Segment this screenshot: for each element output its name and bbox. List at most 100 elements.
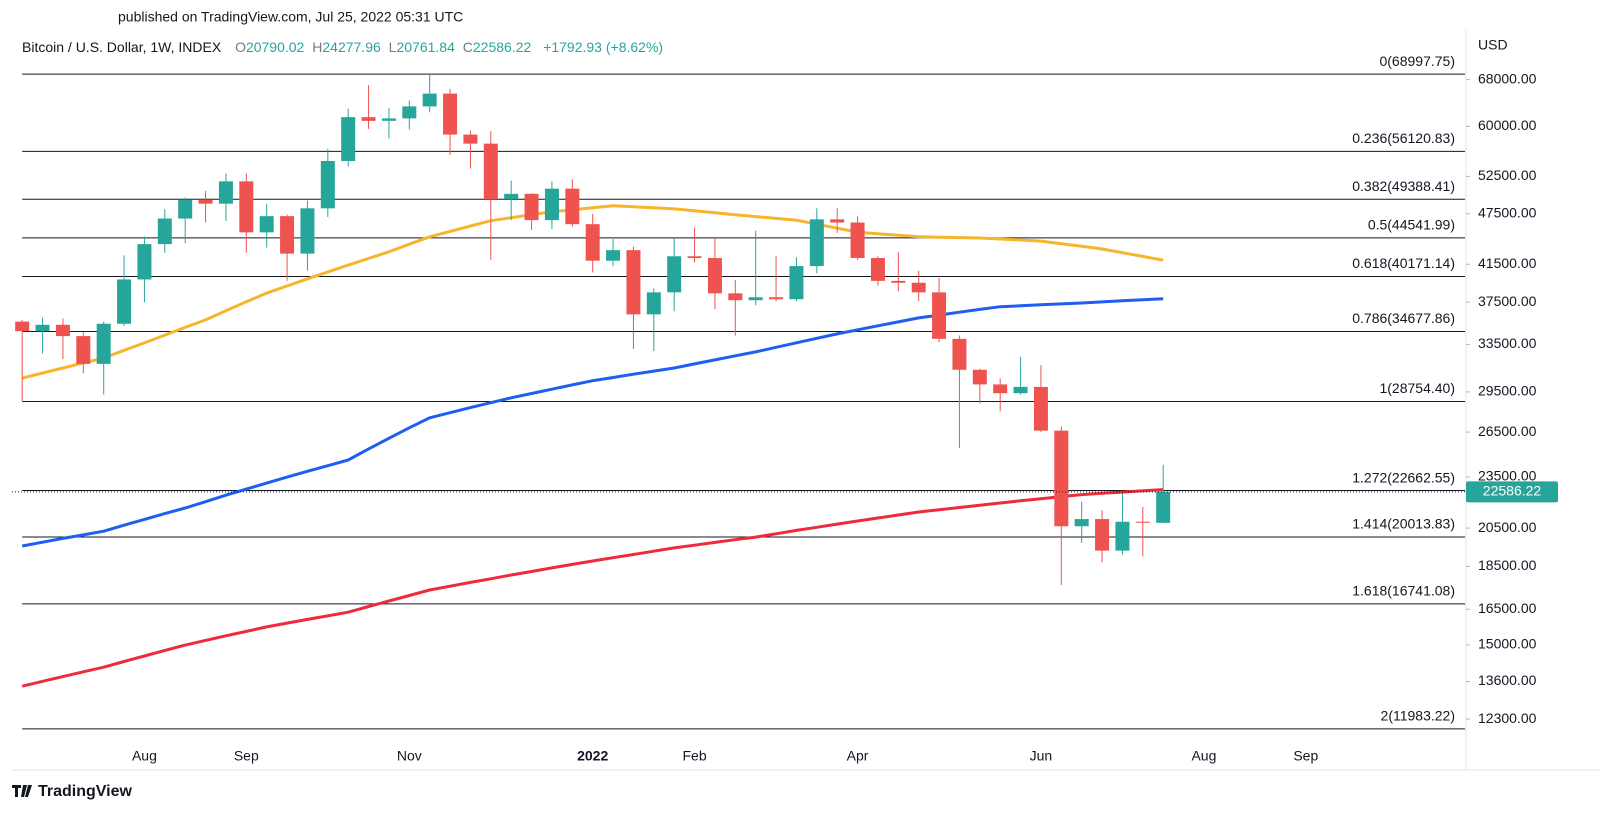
candle-body xyxy=(728,293,743,301)
y-tick-label: 18500.00 xyxy=(1478,557,1537,573)
x-tick-label: Aug xyxy=(132,748,157,764)
y-tick-label: 37500.00 xyxy=(1478,293,1537,309)
candle-body xyxy=(850,222,865,259)
candle-body xyxy=(361,117,376,121)
candle-body xyxy=(667,256,682,293)
candle-body xyxy=(870,258,885,281)
y-tick-label: 47500.00 xyxy=(1478,204,1537,220)
last-price-box xyxy=(1466,481,1558,503)
y-tick-label: 23500.00 xyxy=(1478,468,1537,484)
footer-brand: TradingView xyxy=(38,783,133,800)
candle-body xyxy=(443,93,458,135)
fib-label: 1.618(16741.08) xyxy=(1352,583,1455,599)
candle-body xyxy=(96,323,111,364)
fib-label: 0.5(44541.99) xyxy=(1368,217,1455,233)
candle-body xyxy=(932,292,947,339)
ohlc-value: 22586.22 xyxy=(473,39,532,55)
fib-label: 1(28754.40) xyxy=(1379,380,1455,396)
moving-average-line xyxy=(21,204,1164,380)
candle-body xyxy=(891,280,906,283)
candle-body xyxy=(280,216,295,254)
y-tick-label: 29500.00 xyxy=(1478,383,1537,399)
y-tick-label: 68000.00 xyxy=(1478,70,1537,86)
logo: TradingView xyxy=(12,783,133,800)
x-tick-label: 2022 xyxy=(577,748,608,764)
x-tick-label: Sep xyxy=(234,748,259,764)
y-tick-label: 12300.00 xyxy=(1478,710,1537,726)
candle-body xyxy=(687,256,702,259)
ohlc-value: 20790.02 xyxy=(246,39,305,55)
candle-body xyxy=(320,160,335,209)
y-tick-label: 15000.00 xyxy=(1478,636,1537,652)
candle-body xyxy=(15,321,30,332)
ohlc-value: 24277.96 xyxy=(322,39,381,55)
candle-body xyxy=(157,218,172,245)
candle-body xyxy=(565,188,580,225)
candle-body xyxy=(402,106,417,119)
x-tick-label: Sep xyxy=(1293,748,1318,764)
candle-body xyxy=(218,181,233,204)
x-tick-label: Jun xyxy=(1030,748,1053,764)
candle-body xyxy=(137,244,152,280)
y-tick-label: 26500.00 xyxy=(1478,423,1537,439)
candle-body xyxy=(35,324,50,332)
candle-body xyxy=(606,250,621,261)
candle-body xyxy=(748,297,763,301)
y-tick-label: 41500.00 xyxy=(1478,255,1537,271)
candle-body xyxy=(55,324,70,337)
candle-body xyxy=(483,143,498,200)
y-tick-label: 33500.00 xyxy=(1478,335,1537,351)
fib-label: 2(11983.22) xyxy=(1381,708,1455,724)
candle-body xyxy=(117,279,132,324)
ohlc-key: H xyxy=(312,39,322,55)
x-tick-label: Nov xyxy=(397,748,422,764)
fib-label: 1.272(22662.55) xyxy=(1352,469,1455,485)
candle-body xyxy=(524,193,539,221)
candle-body xyxy=(1095,519,1110,551)
candle-body xyxy=(381,118,396,121)
ohlc-key: L xyxy=(389,39,397,55)
candle-body xyxy=(239,181,254,233)
candle-body xyxy=(198,199,213,204)
x-tick-label: Feb xyxy=(683,748,707,764)
candle-body xyxy=(769,297,784,300)
moving-average-line xyxy=(21,488,1164,688)
candles xyxy=(15,74,1171,586)
candle-body xyxy=(809,219,824,267)
candle-body xyxy=(1013,386,1028,394)
candle-body xyxy=(504,193,519,200)
fib-label: 0.236(56120.83) xyxy=(1352,130,1455,146)
candle-body xyxy=(300,208,315,254)
candle-body xyxy=(972,369,987,385)
y-tick-label: 52500.00 xyxy=(1478,167,1537,183)
fib-label: 0.382(49388.41) xyxy=(1352,178,1455,194)
candle-body xyxy=(1156,491,1171,523)
ohlc-value: 20761.84 xyxy=(396,39,455,55)
candle-body xyxy=(646,292,661,315)
candle-body xyxy=(341,117,356,161)
candle-body xyxy=(1074,519,1089,527)
fib-label: 0.786(34677.86) xyxy=(1352,310,1455,326)
candle-body xyxy=(1054,430,1069,527)
legend: Bitcoin / U.S. Dollar, 1W, INDEX O20790.… xyxy=(22,39,663,55)
ohlc-key: C xyxy=(463,39,473,55)
candle-body xyxy=(1135,521,1150,523)
fib-label: 0(68997.75) xyxy=(1379,53,1455,69)
y-tick-label: 20500.00 xyxy=(1478,519,1537,535)
ohlc-key: O xyxy=(235,39,246,55)
change-label: +1792.93 (+8.62%) xyxy=(543,39,663,55)
last-price-label: 22586.22 xyxy=(1483,483,1542,499)
y-tick-label: 13600.00 xyxy=(1478,672,1537,688)
candle-body xyxy=(626,250,641,315)
symbol-title: Bitcoin / U.S. Dollar, 1W, INDEX xyxy=(22,39,222,55)
candle-body xyxy=(952,338,967,370)
fib-label: 0.618(40171.14) xyxy=(1352,255,1455,271)
candle-body xyxy=(993,384,1008,394)
y-tick-label: 16500.00 xyxy=(1478,600,1537,616)
candle-body xyxy=(259,216,274,233)
price-unit: USD xyxy=(1478,37,1508,53)
candle-body xyxy=(1115,521,1130,551)
candle-body xyxy=(1033,386,1048,431)
x-tick-label: Aug xyxy=(1191,748,1216,764)
